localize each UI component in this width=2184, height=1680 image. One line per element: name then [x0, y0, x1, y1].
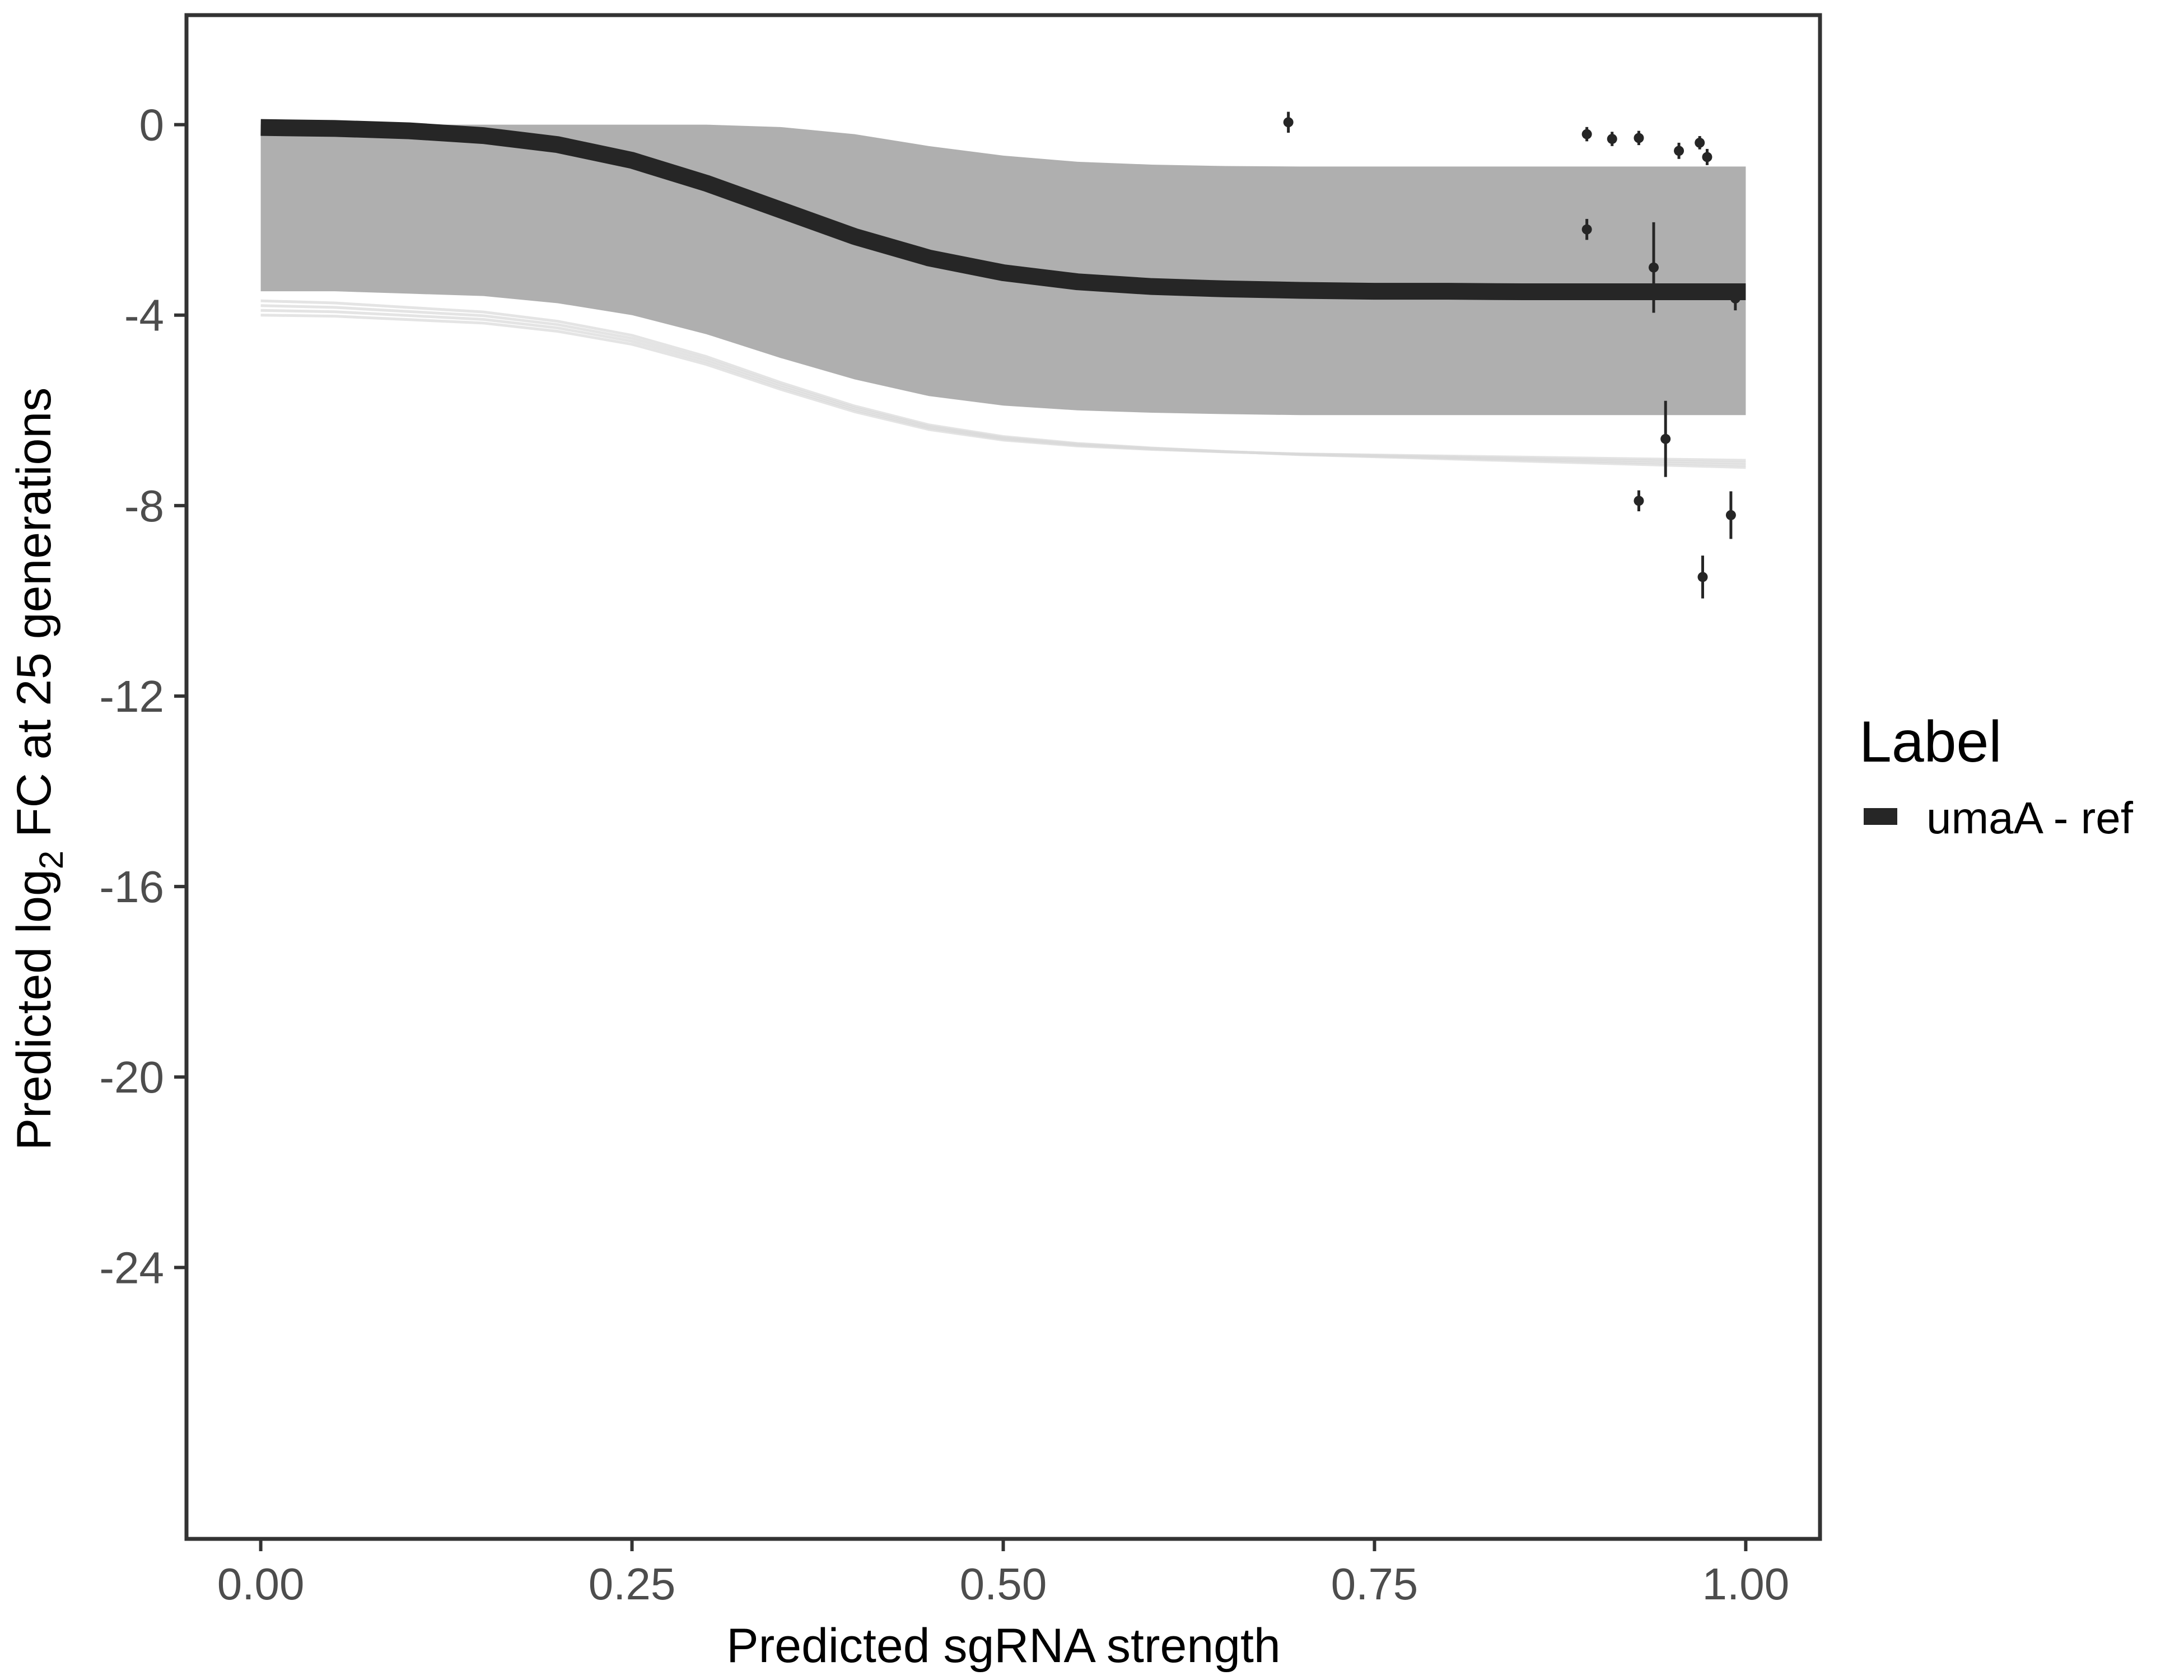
x-tick-label: 0.25 [589, 1559, 676, 1609]
point-marker [1702, 152, 1712, 162]
panel-border [184, 13, 1822, 1541]
y-axis: 0 -4 -8 -12 -16 -20 -24 [99, 100, 185, 1292]
point-marker [1634, 496, 1644, 506]
y-axis-title-suffix: FC at 25 generations [7, 388, 61, 851]
x-tick-label: 0.50 [960, 1559, 1047, 1609]
data-point [1283, 111, 1294, 133]
point-marker [1730, 293, 1740, 304]
data-point [1695, 136, 1705, 150]
fit-curve-umaA-ref [260, 119, 1746, 301]
x-axis-title: Predicted sgRNA strength [726, 1619, 1281, 1673]
point-marker [1607, 134, 1617, 144]
point-marker [1634, 133, 1644, 143]
legend-title: Label [1859, 710, 2001, 774]
y-tick-label: -8 [124, 481, 164, 531]
y-tick-label: -12 [99, 671, 164, 721]
point-marker [1697, 572, 1708, 582]
legend: Label umaA - ref [1859, 710, 2134, 843]
data-point [1702, 148, 1712, 165]
y-tick-label: -20 [99, 1052, 164, 1102]
data-point [1674, 142, 1684, 159]
point-marker [1283, 117, 1294, 128]
point-marker [1648, 262, 1659, 273]
y-axis-title: Predicted log2 FC at 25 generations [7, 388, 70, 1150]
data-point [1660, 400, 1671, 477]
legend-key-umaA-ref [1864, 808, 1897, 825]
data-point [1634, 130, 1644, 146]
data-point [1730, 288, 1740, 311]
x-tick-label: 1.00 [1702, 1559, 1790, 1609]
y-axis-title-prefix: Predicted log [7, 869, 61, 1150]
data-point [1607, 132, 1617, 146]
point-marker [1695, 137, 1705, 148]
point-marker [1725, 510, 1736, 520]
data-point [1634, 490, 1644, 512]
points-layer [1283, 111, 1740, 599]
y-tick-label: -4 [124, 291, 164, 340]
point-marker [1674, 146, 1684, 156]
y-tick-label: -24 [99, 1243, 164, 1292]
y-tick-label: 0 [139, 100, 165, 150]
x-tick-label: 0.00 [217, 1559, 305, 1609]
data-point [1725, 491, 1736, 539]
legend-label-umaA-ref: umaA - ref [1926, 793, 2134, 843]
point-marker [1581, 129, 1592, 139]
data-point [1581, 218, 1592, 240]
x-tick-label: 0.75 [1331, 1559, 1418, 1609]
posterior-draw [260, 314, 1746, 462]
fit-curve-layer [260, 119, 1746, 301]
data-point [1697, 556, 1708, 599]
x-axis: 0.00 0.25 0.50 0.75 1.00 [217, 1541, 1790, 1609]
point-marker [1581, 224, 1592, 235]
data-point [1581, 127, 1592, 142]
point-marker [1660, 433, 1671, 444]
y-tick-label: -16 [99, 862, 164, 912]
y-axis-title-subscript: 2 [32, 851, 70, 869]
data-point [1648, 222, 1659, 313]
